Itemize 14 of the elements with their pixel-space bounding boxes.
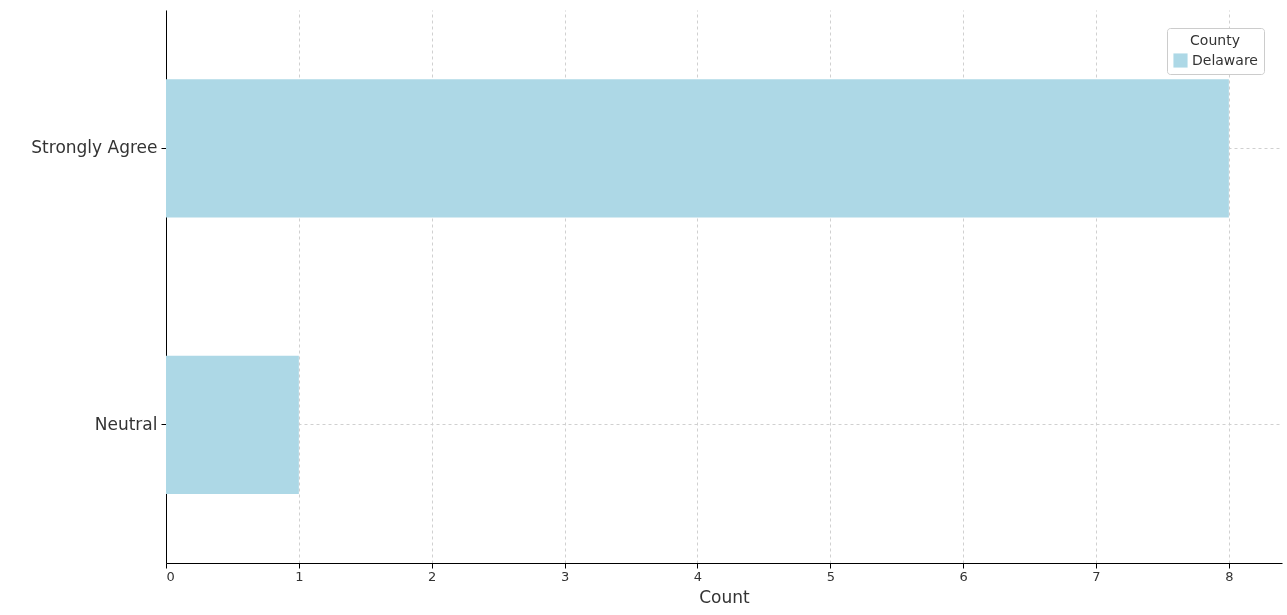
x-tick-label: 6 bbox=[959, 568, 968, 584]
x-tick-label: 7 bbox=[1092, 568, 1101, 584]
x-axis-title: Count bbox=[699, 586, 751, 607]
y-tick-label: Strongly Agree bbox=[31, 137, 158, 158]
x-tick-label: 0 bbox=[166, 568, 175, 584]
x-tick-label: 1 bbox=[295, 568, 304, 584]
x-tick-label: 8 bbox=[1225, 568, 1234, 584]
legend-title: County bbox=[1190, 32, 1240, 48]
y-tick-label: Neutral bbox=[94, 413, 158, 434]
x-tick-label: 3 bbox=[560, 568, 570, 584]
legend-label: Delaware bbox=[1192, 51, 1258, 68]
x-tick-label: 4 bbox=[693, 568, 703, 584]
x-tick-label: 2 bbox=[428, 568, 437, 584]
x-tick-label: 5 bbox=[826, 568, 835, 584]
